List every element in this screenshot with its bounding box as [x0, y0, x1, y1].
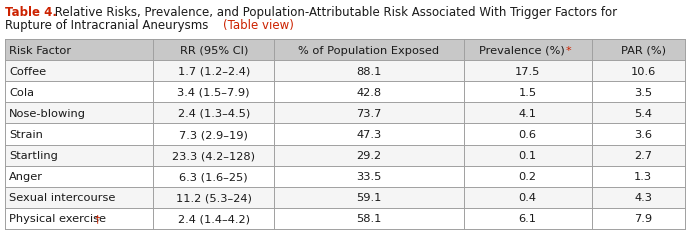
Text: 1.7 (1.2–2.4): 1.7 (1.2–2.4)	[177, 66, 250, 76]
Text: 23.3 (4.2–128): 23.3 (4.2–128)	[172, 150, 255, 160]
Text: Relative Risks, Prevalence, and Population-Attributable Risk Associated With Tri: Relative Risks, Prevalence, and Populati…	[51, 6, 617, 19]
Text: Risk Factor: Risk Factor	[9, 45, 71, 55]
Bar	[5, 61, 685, 82]
Text: Table 4.: Table 4.	[5, 6, 57, 19]
Text: 2.4 (1.3–4.5): 2.4 (1.3–4.5)	[177, 108, 250, 118]
Text: 17.5: 17.5	[515, 66, 540, 76]
Text: 58.1: 58.1	[356, 213, 382, 223]
Bar	[5, 145, 685, 166]
Text: Prevalence (%): Prevalence (%)	[479, 45, 564, 55]
Text: RR (95% CI): RR (95% CI)	[179, 45, 248, 55]
Text: 7.9: 7.9	[634, 213, 652, 223]
Text: Coffee: Coffee	[9, 66, 46, 76]
Text: 1.5: 1.5	[519, 87, 537, 97]
Text: 3.5: 3.5	[634, 87, 652, 97]
Text: Nose-blowing: Nose-blowing	[9, 108, 86, 118]
Bar	[5, 103, 685, 124]
Text: 0.4: 0.4	[519, 192, 537, 202]
Text: 4.3: 4.3	[634, 192, 652, 202]
Text: 6.3 (1.6–25): 6.3 (1.6–25)	[179, 171, 248, 181]
Text: 7.3 (2.9–19): 7.3 (2.9–19)	[179, 129, 248, 139]
Text: Anger: Anger	[9, 171, 43, 181]
Text: †: †	[92, 213, 100, 223]
Text: 4.1: 4.1	[519, 108, 537, 118]
Text: 5.4: 5.4	[634, 108, 652, 118]
Text: 0.1: 0.1	[519, 150, 537, 160]
Text: 3.6: 3.6	[634, 129, 652, 139]
Text: 2.7: 2.7	[634, 150, 652, 160]
Text: 3.4 (1.5–7.9): 3.4 (1.5–7.9)	[177, 87, 250, 97]
Bar	[5, 166, 685, 187]
Text: *: *	[566, 45, 571, 55]
Text: PAR (%): PAR (%)	[621, 45, 666, 55]
Text: Sexual intercourse: Sexual intercourse	[9, 192, 115, 202]
Text: 0.6: 0.6	[519, 129, 537, 139]
Bar	[5, 40, 685, 61]
Bar	[5, 208, 685, 229]
Text: (Table view): (Table view)	[223, 19, 294, 32]
Text: 2.4 (1.4–4.2): 2.4 (1.4–4.2)	[178, 213, 250, 223]
Text: Rupture of Intracranial Aneurysms: Rupture of Intracranial Aneurysms	[5, 19, 212, 32]
Text: 10.6: 10.6	[631, 66, 656, 76]
Text: 73.7: 73.7	[356, 108, 382, 118]
Bar	[5, 187, 685, 208]
Text: 88.1: 88.1	[356, 66, 382, 76]
Text: Cola: Cola	[9, 87, 34, 97]
Text: 42.8: 42.8	[357, 87, 382, 97]
Text: 1.3: 1.3	[634, 171, 652, 181]
Text: Strain: Strain	[9, 129, 43, 139]
Text: 33.5: 33.5	[356, 171, 382, 181]
Text: % of Population Exposed: % of Population Exposed	[298, 45, 440, 55]
Text: 47.3: 47.3	[356, 129, 382, 139]
Text: 29.2: 29.2	[357, 150, 382, 160]
Text: 11.2 (5.3–24): 11.2 (5.3–24)	[176, 192, 252, 202]
Bar	[5, 124, 685, 145]
Bar	[5, 82, 685, 103]
Text: 0.2: 0.2	[519, 171, 537, 181]
Text: 59.1: 59.1	[356, 192, 382, 202]
Text: Physical exercise: Physical exercise	[9, 213, 106, 223]
Text: Startling: Startling	[9, 150, 58, 160]
Text: 6.1: 6.1	[519, 213, 537, 223]
